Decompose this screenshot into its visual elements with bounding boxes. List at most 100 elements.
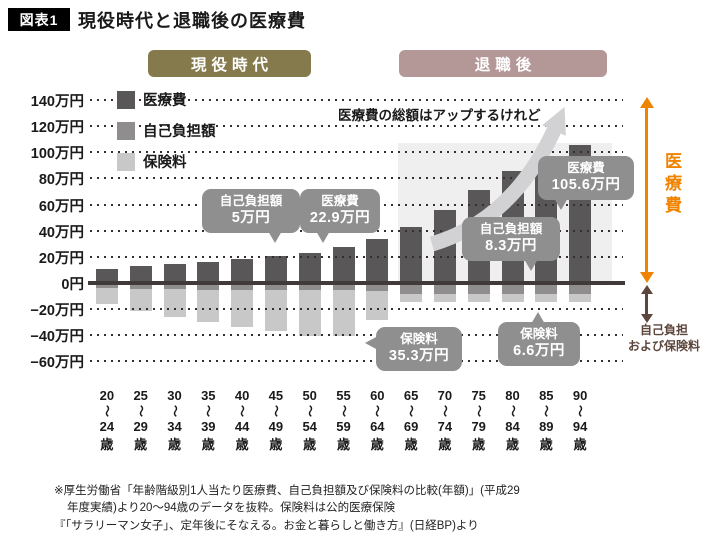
x-axis-age-label: 85 〜 89 歳 xyxy=(539,388,554,452)
gridline xyxy=(90,360,623,363)
callout-premium-working: 保険料 35.3万円 xyxy=(365,327,462,372)
gridline xyxy=(90,151,623,154)
x-axis-age-label: 20 〜 24 歳 xyxy=(99,388,115,452)
y-axis-tick-label: −20万円 xyxy=(30,303,84,320)
bar-medical-expense xyxy=(163,264,186,283)
bar-insurance-premium xyxy=(264,289,287,332)
callout-tail xyxy=(365,336,378,350)
bar-insurance-premium xyxy=(433,293,456,303)
x-axis-age-label: 45 〜 49 歳 xyxy=(268,388,284,452)
x-axis-age-label: 25 〜 29 歳 xyxy=(133,388,148,452)
legend-label-medical: 医療費 xyxy=(143,93,187,109)
callout-value: 22.9万円 xyxy=(309,210,371,227)
callout-label: 医療費 xyxy=(321,194,359,208)
x-axis-age-label: 90 〜 94 歳 xyxy=(572,388,588,452)
bar-medical-expense xyxy=(129,266,152,283)
bar-insurance-premium xyxy=(332,290,355,337)
callout-value: 6.6万円 xyxy=(513,343,565,360)
callout-value: 35.3万円 xyxy=(388,348,450,365)
callout-label: 医療費 xyxy=(567,161,605,175)
burden-side-label-line1: 自己負担 xyxy=(639,323,688,337)
medical-range-arrow-icon xyxy=(639,97,654,283)
bar-medical-expense xyxy=(264,256,287,283)
x-axis-age-label: 60 〜 64 歳 xyxy=(370,388,385,452)
x-axis-age-label: 75 〜 79 歳 xyxy=(471,388,486,452)
bar-insurance-premium xyxy=(95,288,118,304)
bar-insurance-premium xyxy=(467,293,490,303)
era-band-working: 現役時代 xyxy=(148,50,311,77)
y-axis-tick-label: 100万円 xyxy=(30,146,84,163)
gridline xyxy=(90,334,623,337)
gridline xyxy=(90,308,623,311)
gridline xyxy=(90,125,623,128)
era-band-retired: 退職後 xyxy=(399,50,607,77)
y-axis-tick-label: 40万円 xyxy=(38,224,84,241)
callout-value: 5万円 xyxy=(231,210,271,227)
x-axis-age-label: 30 〜 34 歳 xyxy=(167,388,182,452)
callout-tail xyxy=(316,231,330,244)
bar-out-of-pocket xyxy=(535,283,558,294)
bar-out-of-pocket xyxy=(197,283,220,290)
burden-side-label-line2: および保険料 xyxy=(627,339,700,354)
callout-medical-working: 医療費 22.9万円 xyxy=(300,189,380,244)
bar-out-of-pocket xyxy=(467,283,490,294)
source-note-line: ※厚生労働省「年齢階級別1人当たり医療費、自己負担額及び保険料の比較(年額)」(… xyxy=(54,485,520,497)
gridline xyxy=(90,177,623,180)
legend-item-medical: 医療費 xyxy=(117,89,216,110)
source-note-line: 年度実績)より20〜94歳のデータを抜粋。保険料は公的医療保険 xyxy=(67,502,396,515)
bar-out-of-pocket xyxy=(400,283,423,294)
x-axis-age-label: 65 〜 69 歳 xyxy=(403,388,419,452)
callout-medical-retired: 医療費 105.6万円 xyxy=(538,156,634,211)
bar-out-of-pocket xyxy=(501,283,524,294)
source-note-line: 『「サラリーマン女子」、定年後にそなえる。お金と暮らしと働き方』(日経BP)より xyxy=(54,519,479,532)
x-axis-age-label: 55 〜 59 歳 xyxy=(336,388,351,452)
burden-range-arrow-icon xyxy=(640,285,653,323)
y-axis-tick-label: −40万円 xyxy=(30,329,84,346)
bar-insurance-premium xyxy=(298,289,321,336)
callout-label: 保険料 xyxy=(520,327,558,341)
x-axis-age-label: 35 〜 39 歳 xyxy=(201,388,216,452)
chart-legend: 医療費 自己負担額 保険料 xyxy=(117,89,216,182)
x-axis-age-label: 40 〜 44 歳 xyxy=(234,388,250,452)
legend-label-premium: 保険料 xyxy=(143,155,187,171)
trend-annotation-text: 医療費の総額はアップするけれど xyxy=(338,108,541,123)
y-axis-tick-label: 0円 xyxy=(61,277,84,293)
bar-out-of-pocket xyxy=(569,283,592,294)
callout-value: 105.6万円 xyxy=(551,177,621,194)
bar-insurance-premium xyxy=(569,293,592,303)
callout-label: 自己負担額 xyxy=(479,222,543,236)
y-axis-tick-label: 60万円 xyxy=(38,198,84,215)
bar-insurance-premium xyxy=(163,289,186,317)
callout-label: 保険料 xyxy=(400,332,438,346)
bar-medical-expense xyxy=(400,226,423,283)
bar-medical-expense xyxy=(231,259,254,283)
legend-item-copay: 自己負担額 xyxy=(117,120,216,141)
callout-tail xyxy=(530,312,545,324)
legend-swatch-copay xyxy=(117,121,135,140)
bar-insurance-premium xyxy=(366,291,389,321)
callout-premium-retired: 保険料 6.6万円 xyxy=(498,312,580,367)
bar-out-of-pocket xyxy=(231,283,254,290)
gridline xyxy=(90,255,623,258)
callout-copay-working: 自己負担額 5万円 xyxy=(202,189,300,244)
callout-tail xyxy=(268,231,282,244)
bar-medical-expense xyxy=(197,262,220,283)
bar-insurance-premium xyxy=(197,289,220,323)
bar-out-of-pocket xyxy=(264,283,287,290)
x-axis-age-label: 70 〜 74 歳 xyxy=(437,388,453,452)
figure-number-badge: 図表1 xyxy=(8,8,70,31)
zero-axis-line xyxy=(88,281,625,285)
bar-medical-expense xyxy=(298,253,321,283)
legend-swatch-premium xyxy=(117,152,135,171)
bar-medical-expense xyxy=(95,268,118,283)
bar-medical-expense xyxy=(366,238,389,283)
bar-out-of-pocket xyxy=(366,283,389,292)
callout-tail xyxy=(524,259,538,272)
bar-insurance-premium xyxy=(129,288,152,312)
bar-out-of-pocket xyxy=(332,283,355,291)
y-axis-tick-label: 140万円 xyxy=(30,94,84,111)
y-axis-tick-label: 20万円 xyxy=(38,250,84,267)
callout-value: 8.3万円 xyxy=(485,238,537,255)
